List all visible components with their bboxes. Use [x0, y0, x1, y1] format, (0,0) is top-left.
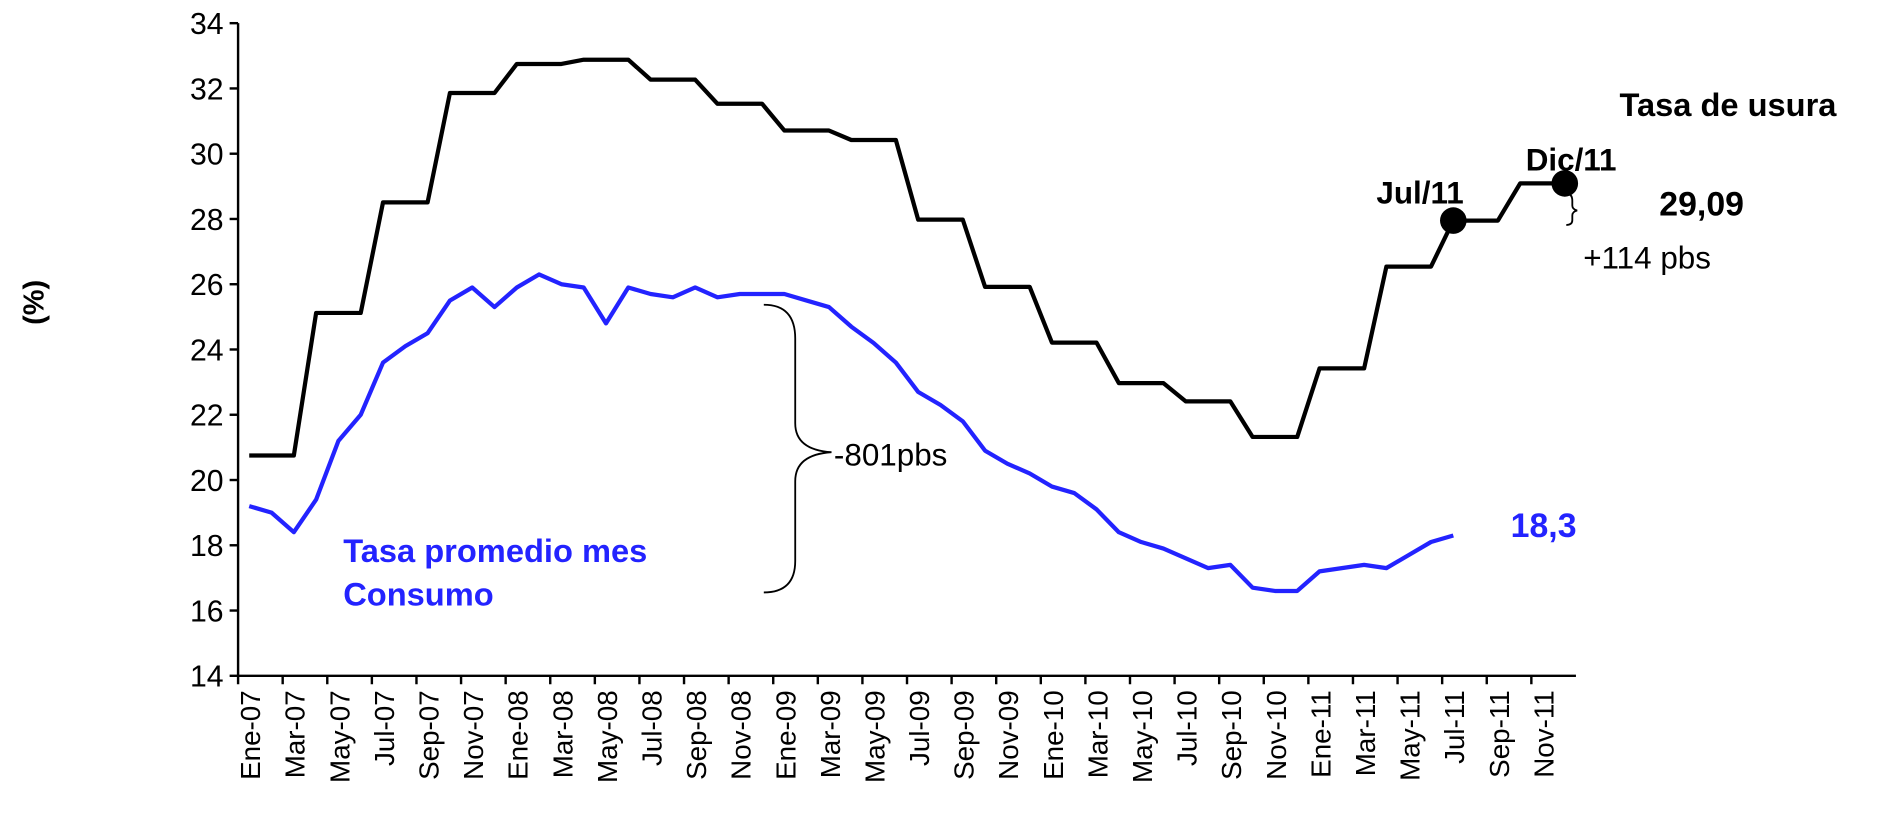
x-tick-label: Nov-09	[993, 690, 1024, 780]
series-line	[249, 57, 1565, 458]
legend-label: Tasa promedio mes Consumo	[343, 533, 648, 613]
point-marker	[1551, 170, 1579, 197]
legend-label: Tasa de usura	[1619, 86, 1837, 123]
annotation: -801pbs	[834, 438, 948, 473]
x-tick-label: Nov-07	[458, 690, 489, 780]
x-tick-label: Ene-08	[503, 690, 534, 780]
x-tick-label: Mar-09	[815, 690, 846, 778]
x-tick-label: Sep-07	[413, 690, 444, 780]
brace	[763, 303, 832, 594]
annotation: +114 pbs	[1583, 241, 1711, 276]
x-tick-label: May-10	[1127, 690, 1158, 783]
x-tick-label: Nov-10	[1261, 690, 1292, 780]
x-tick-label: Jul-10	[1172, 690, 1203, 766]
x-tick-label: Mar-07	[280, 690, 311, 778]
x-tick-label: Mar-08	[547, 690, 578, 778]
x-tick-label: Ene-10	[1038, 690, 1069, 780]
y-tick-label: 16	[190, 595, 224, 628]
x-tick-label: Ene-11	[1305, 690, 1336, 778]
y-tick-label: 30	[190, 139, 224, 172]
x-tick-label: Ene-09	[770, 690, 801, 780]
y-tick-label: 22	[190, 400, 224, 433]
annotation: Jul/11	[1376, 175, 1463, 210]
series-line	[248, 272, 1454, 594]
x-tick-label: May-07	[324, 690, 355, 783]
x-tick-label: Sep-09	[949, 690, 980, 780]
y-tick-label: 14	[190, 661, 224, 694]
value-label: 29,09	[1659, 185, 1744, 223]
point-marker	[1440, 207, 1467, 234]
legend-label-box: Tasa promedio mes Consumo	[343, 533, 648, 613]
y-axis-label: (%)	[19, 280, 51, 325]
x-tick-label: May-11	[1395, 690, 1426, 781]
y-tick-label: 20	[190, 465, 224, 498]
x-tick-label: Jul-09	[904, 690, 935, 766]
x-tick-label: Sep-08	[681, 690, 712, 780]
x-tick-label: Nov-11	[1528, 690, 1559, 778]
x-tick-label: Sep-10	[1216, 690, 1247, 780]
x-tick-label: Mar-10	[1082, 690, 1113, 778]
x-tick-label: Nov-08	[726, 690, 757, 780]
value-label: 18,3	[1511, 507, 1577, 545]
annotation: Dic/11	[1526, 143, 1617, 178]
y-tick-label: 32	[190, 73, 224, 106]
y-tick-label: 26	[190, 269, 224, 302]
y-tick-label: 24	[190, 334, 224, 367]
y-tick-label: 18	[190, 530, 224, 563]
x-tick-label: Sep-11	[1484, 690, 1515, 778]
y-tick-label: 28	[190, 204, 224, 237]
x-tick-label: Jul-07	[369, 690, 400, 766]
x-tick-label: May-09	[859, 690, 890, 783]
x-tick-label: Jul-11	[1439, 690, 1470, 764]
x-tick-label: Jul-08	[636, 690, 667, 766]
brace	[1566, 192, 1578, 226]
x-tick-label: Mar-11	[1350, 690, 1381, 776]
x-tick-label: May-08	[592, 690, 623, 783]
x-tick-label: Ene-07	[235, 690, 266, 780]
y-tick-label: 34	[190, 8, 224, 41]
